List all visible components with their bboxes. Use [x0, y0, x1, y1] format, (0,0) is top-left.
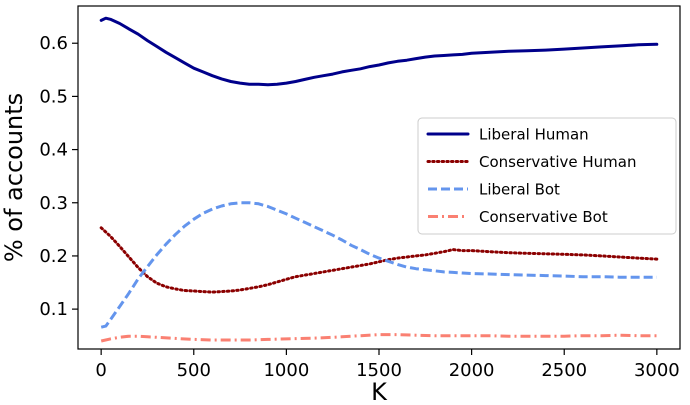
- x-axis: 0 500 1000 1500 2000 2500 3000: [95, 349, 680, 381]
- x-tick-label: 2500: [541, 360, 587, 381]
- y-axis: 0.1 0.2 0.3 0.4 0.5 0.6: [39, 33, 78, 320]
- legend-label: Liberal Human: [479, 126, 589, 144]
- y-tick-label: 0.1: [39, 299, 68, 320]
- series-line-conservative-bot: [100, 333, 657, 343]
- legend-box: [417, 117, 677, 235]
- legend-label: Conservative Bot: [479, 208, 608, 226]
- legend-label: Liberal Bot: [479, 181, 560, 199]
- y-tick-label: 0.3: [39, 193, 68, 214]
- y-tick-label: 0.4: [39, 140, 68, 161]
- series-line-conservative-human: [99, 226, 659, 294]
- x-tick-label: 500: [177, 360, 211, 381]
- y-tick-label: 0.6: [39, 33, 68, 54]
- x-tick-label: 0: [95, 360, 106, 381]
- y-axis-label: % of accounts: [0, 93, 28, 262]
- series-line-liberal-bot: [100, 201, 657, 329]
- x-tick-label: 3000: [634, 360, 680, 381]
- series-line-liberal-human: [99, 16, 659, 87]
- legend-label: Conservative Human: [479, 153, 636, 171]
- y-tick-label: 0.5: [39, 86, 68, 107]
- x-tick-label: 1500: [356, 360, 402, 381]
- x-tick-label: 1000: [263, 360, 309, 381]
- plot-lines: [99, 16, 659, 343]
- x-axis-label: K: [371, 378, 388, 405]
- x-tick-label: 2000: [449, 360, 495, 381]
- legend: Liberal Human Conservative Human Liberal B…: [417, 117, 677, 235]
- y-tick-label: 0.2: [39, 246, 68, 267]
